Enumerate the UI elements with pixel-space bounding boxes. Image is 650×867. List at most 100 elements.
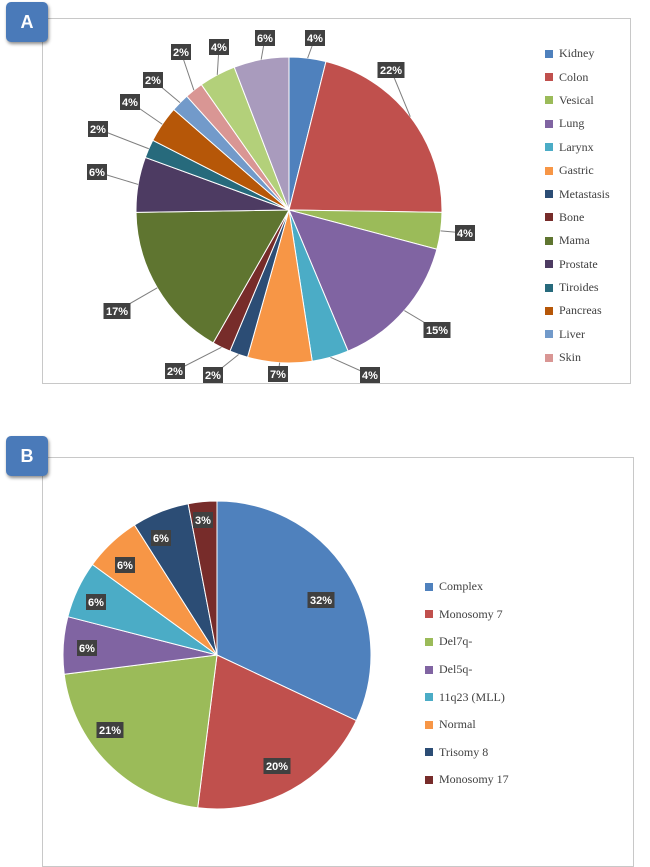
data-label-1-7: 3% [195, 515, 211, 527]
pie-slice-1-7 [187, 500, 218, 656]
legend-label-0-6: Metastasis [559, 186, 610, 201]
legend-label-0-11: Pancreas [559, 303, 602, 318]
data-label-0-7: 2% [167, 366, 183, 378]
data-label-0-0: 4% [307, 33, 323, 45]
data-label-bg-0-13 [171, 44, 191, 60]
data-label-bg-1-5 [115, 557, 135, 573]
legend-label-0-3: Lung [559, 116, 585, 131]
legend-label-1-0: Complex [439, 579, 483, 594]
data-label-bg-0-15 [255, 30, 275, 46]
data-label-bg-1-1 [263, 758, 291, 774]
legend-swatch-1-1 [425, 610, 433, 619]
data-label-bg-1-3 [77, 640, 97, 656]
panel-badge-b: B [6, 436, 48, 476]
legend-item-0-6: Metastasis [545, 182, 610, 205]
legend-item-0-10: Tiroides [545, 276, 610, 299]
legend-item-1-2: Del7q- [425, 628, 509, 656]
data-label-0-13: 2% [173, 47, 189, 59]
data-label-bg-1-0 [307, 592, 335, 608]
legend-item-0-1: Colon [545, 65, 610, 88]
legend-item-1-5: Normal [425, 711, 509, 739]
data-label-0-12: 2% [145, 75, 161, 87]
legend-swatch-0-9 [545, 260, 553, 269]
data-label-1-6: 6% [153, 533, 169, 545]
data-label-0-5: 7% [270, 369, 286, 381]
legend-label-0-10: Tiroides [559, 280, 599, 295]
legend-item-1-3: Del5q- [425, 656, 509, 684]
legend-swatch-1-6 [425, 748, 433, 757]
legend-swatch-0-10 [545, 283, 553, 292]
legend-swatch-0-1 [545, 73, 553, 82]
legend-label-1-5: Normal [439, 717, 476, 732]
legend-item-1-0: Complex [425, 573, 509, 601]
data-label-bg-0-6 [203, 367, 223, 383]
data-label-bg-1-6 [151, 530, 171, 546]
legend-swatch-1-5 [425, 720, 433, 729]
legend-label-0-12: Liver [559, 326, 585, 341]
legend-item-0-8: Mama [545, 229, 610, 252]
legend-label-1-1: Monosomy 7 [439, 606, 503, 621]
data-label-bg-0-11 [120, 94, 140, 110]
data-label-bg-1-4 [86, 594, 106, 610]
legend-b: Complex Monosomy 7 Del7q- Del5q- 11q23 (MLL)… [425, 573, 509, 794]
pie-slice-0-8 [135, 209, 290, 344]
legend-swatch-1-0 [425, 582, 433, 591]
legend-item-1-6: Trisomy 8 [425, 739, 509, 767]
data-label-0-8: 17% [106, 306, 128, 318]
data-label-bg-0-12 [143, 72, 163, 88]
data-label-bg-0-14 [209, 39, 229, 55]
data-label-0-14: 4% [211, 42, 227, 54]
legend-swatch-0-8 [545, 236, 553, 245]
legend-label-0-5: Gastric [559, 163, 594, 178]
data-label-1-1: 20% [266, 761, 288, 773]
data-label-bg-0-4 [360, 367, 380, 383]
panel-badge-a: A [6, 2, 48, 42]
pie-0: 4% 22% 4% 15% 4% 7% 2% 2% 17% 6% 2% 4% 2% 2% 4% 6% [87, 30, 475, 383]
legend-label-1-4: 11q23 (MLL) [439, 689, 505, 704]
data-label-0-2: 4% [457, 228, 473, 240]
legend-item-1-4: 11q23 (MLL) [425, 683, 509, 711]
legend-label-0-8: Mama [559, 233, 590, 248]
data-label-0-6: 2% [205, 370, 221, 382]
legend-label-0-2: Vesical [559, 92, 594, 107]
data-label-bg-0-5 [268, 366, 288, 382]
legend-label-1-6: Trisomy 8 [439, 744, 489, 759]
data-label-0-4: 4% [362, 370, 378, 382]
legend-item-0-3: Lung [545, 112, 610, 135]
legend-item-0-5: Gastric [545, 159, 610, 182]
data-label-bg-0-3 [423, 322, 451, 338]
pie-1: 32% 20% 21% 6% 6% 6% 6% 3% [62, 500, 372, 810]
data-label-0-10: 2% [90, 124, 106, 136]
legend-item-0-13: Skin [545, 346, 610, 369]
data-label-bg-0-2 [455, 225, 475, 241]
legend-label-0-4: Larynx [559, 139, 594, 154]
pie-slice-0-3 [288, 209, 438, 352]
legend-label-1-2: Del7q- [439, 634, 473, 649]
legend-label-0-9: Prostate [559, 256, 598, 271]
legend-label-1-3: Del5q- [439, 662, 473, 677]
legend-label-0-13: Skin [559, 350, 582, 365]
legend-label-1-7: Monosomy 17 [439, 772, 509, 787]
legend-swatch-0-6 [545, 190, 553, 199]
legend-swatch-1-3 [425, 665, 433, 674]
pie-slice-1-1 [197, 654, 358, 810]
data-label-1-0: 32% [310, 595, 332, 607]
legend-a: Kidney Colon Vesical Lung Larynx Gastric Metas… [545, 42, 610, 369]
legend-item-0-2: Vesical [545, 89, 610, 112]
data-label-0-1: 22% [380, 65, 402, 77]
data-label-0-11: 4% [122, 97, 138, 109]
data-label-bg-0-1 [377, 62, 405, 78]
legend-item-0-4: Larynx [545, 136, 610, 159]
legend-swatch-1-2 [425, 637, 433, 646]
legend-label-0-1: Colon [559, 69, 589, 84]
legend-swatch-0-11 [545, 306, 553, 315]
legend-swatch-1-7 [425, 775, 433, 784]
pie-slice-1-2 [63, 654, 218, 809]
legend-item-1-1: Monosomy 7 [425, 601, 509, 629]
legend-swatch-0-2 [545, 96, 553, 105]
data-label-bg-0-8 [103, 303, 131, 319]
legend-item-0-7: Bone [545, 206, 610, 229]
data-label-1-5: 6% [117, 560, 133, 572]
legend-item-0-11: Pancreas [545, 299, 610, 322]
data-label-1-3: 6% [79, 643, 95, 655]
